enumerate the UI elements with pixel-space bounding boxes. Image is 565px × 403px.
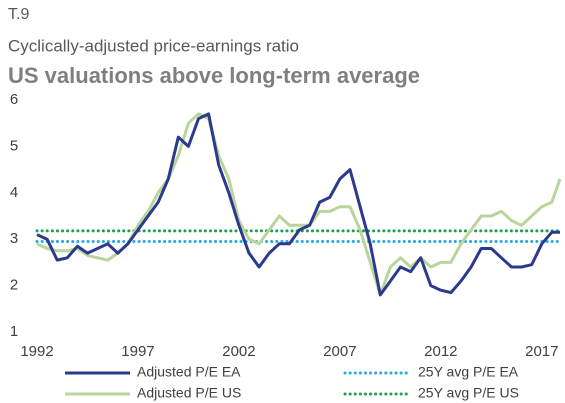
legend-label: Adjusted P/E US <box>137 385 241 401</box>
x-tick-label: 1992 <box>20 343 53 360</box>
x-tick-label: 2002 <box>222 343 255 360</box>
y-tick-label: 3 <box>10 230 18 247</box>
legend-label: 25Y avg P/E EA <box>418 364 519 380</box>
y-tick-label: 6 <box>10 91 18 108</box>
chart-subtitle: Cyclically-adjusted price-earnings ratio <box>8 36 299 55</box>
legend-label: Adjusted P/E EA <box>137 364 241 380</box>
y-tick-label: 4 <box>10 184 18 201</box>
series-line <box>36 112 560 297</box>
series-line <box>36 112 562 297</box>
x-tick-label: 2017 <box>525 343 558 360</box>
legend-label: 25Y avg P/E US <box>418 385 519 401</box>
y-tick-label: 1 <box>10 323 18 340</box>
x-tick-label: 2012 <box>424 343 457 360</box>
x-tick-label: 1997 <box>121 343 154 360</box>
y-tick-label: 2 <box>10 277 18 294</box>
chart-title: US valuations above long-term average <box>8 63 420 88</box>
chart-label: T.9 <box>8 6 29 23</box>
y-tick-label: 5 <box>10 137 18 154</box>
x-tick-label: 2007 <box>323 343 356 360</box>
